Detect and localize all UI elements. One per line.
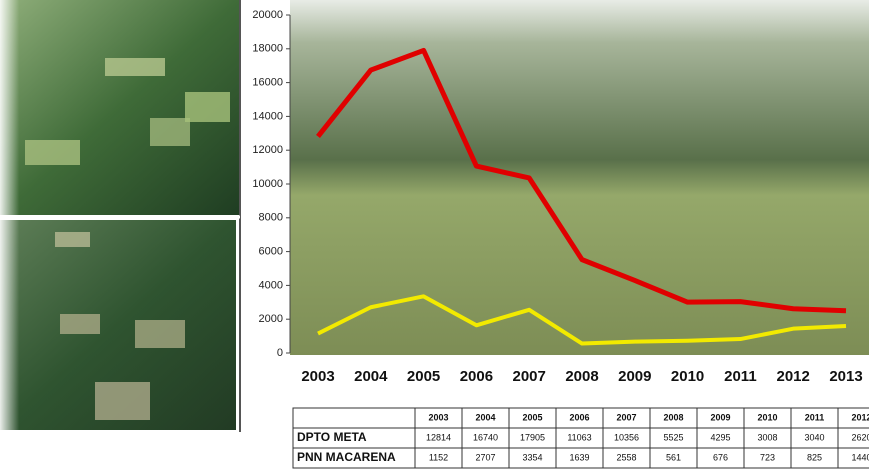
x-tick-label: 2010 [671,368,704,385]
table-cell: 1639 [569,452,589,462]
x-tick-label: 2005 [407,368,440,385]
data-table: 2003 2004 2005 2006 2007 2008 2009 2010 2011 2012… [293,408,869,468]
y-tick-label: 12000 [252,144,283,156]
table-header: 2012 [851,412,869,422]
table-cell: 825 [807,452,822,462]
table-cell: 2620 [851,432,869,442]
table-header: 2006 [569,412,589,422]
table-header: 2004 [475,412,495,422]
table-header: 2010 [757,412,777,422]
y-tick-label: 0 [277,347,283,359]
y-tick-label: 4000 [259,279,283,291]
x-tick-label: 2008 [565,368,598,385]
table-row-label: DPTO META [297,430,367,444]
table-cell: 561 [666,452,681,462]
table-header: 2009 [710,412,730,422]
table-header: 2003 [428,412,448,422]
x-tick-label: 2007 [513,368,546,385]
table-header: 2005 [522,412,542,422]
y-tick-label: 20000 [252,9,283,21]
x-tick-label: 2009 [618,368,651,385]
table-cell: 4295 [710,432,730,442]
table-cell: 2707 [475,452,495,462]
x-tick-label: 2003 [301,368,334,385]
y-tick-label: 8000 [259,212,283,224]
table-cell: 2558 [616,452,636,462]
y-tick-label: 18000 [252,43,283,55]
x-tick-label: 2011 [724,368,757,385]
table-row-label: PNN MACARENA [297,450,396,464]
table-cell: 3354 [522,452,542,462]
y-tick-label: 16000 [252,77,283,89]
table-cell: 5525 [663,432,683,442]
table-cell: 3040 [804,432,824,442]
aerial-photos [0,0,240,432]
x-tick-label: 2006 [460,368,493,385]
table-header: 2008 [663,412,683,422]
y-tick-label: 2000 [259,313,283,325]
table-header: 2011 [805,412,825,422]
table-cell: 3008 [757,432,777,442]
y-tick-label: 14000 [252,110,283,122]
table-cell: 1152 [429,452,448,462]
table-cell: 723 [760,452,775,462]
table-cell: 10356 [614,432,639,442]
table-cell: 17905 [520,432,545,442]
table-cell: 676 [713,452,728,462]
x-tick-label: 2012 [777,368,810,385]
table-cell: 16740 [473,432,498,442]
table-cell: 11063 [567,432,591,442]
chart: 2003 2004 2005 2006 2007 2008 2009 2010 2011 2012… [0,0,869,469]
y-tick-label: 6000 [259,246,283,258]
table-cell: 12814 [426,432,451,442]
x-tick-label: 2004 [354,368,388,385]
x-tick-label: 2013 [829,368,862,385]
y-tick-label: 10000 [252,178,283,190]
forest-photo [290,0,869,355]
table-header: 2007 [616,412,636,422]
